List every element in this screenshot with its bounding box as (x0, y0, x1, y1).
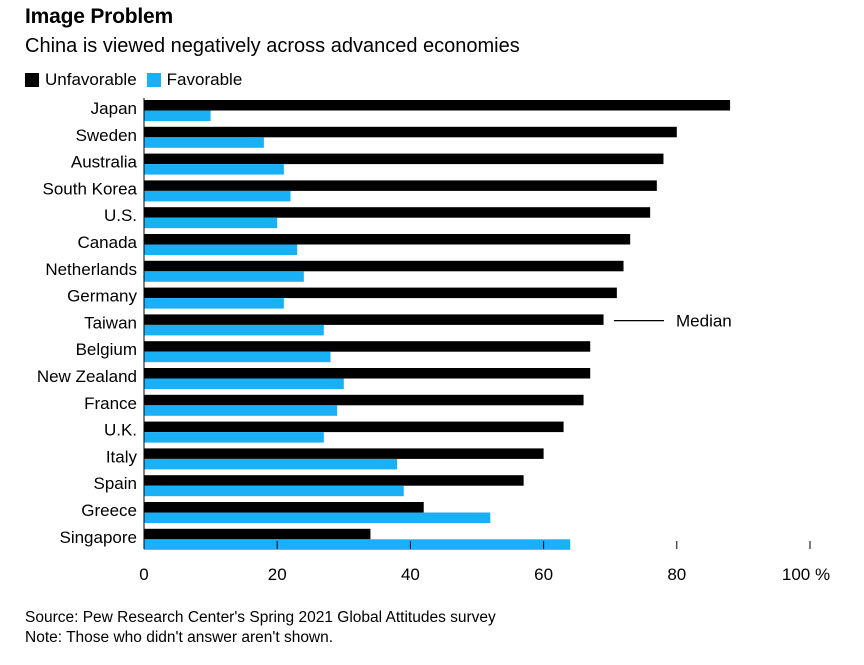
category-label: South Korea (42, 179, 137, 198)
x-tick-label: 80 (667, 565, 686, 584)
category-label: Italy (106, 447, 138, 466)
legend-label-favorable: Favorable (166, 70, 243, 89)
bar-unfavorable (144, 234, 631, 245)
category-label: France (84, 394, 137, 413)
bar-chart: Japan Sweden Australia South Korea U.S. Canad… (37, 98, 830, 584)
bar-favorable (144, 190, 291, 202)
bar-unfavorable (144, 260, 624, 272)
bar-unfavorable (144, 180, 657, 191)
category-label: Sweden (76, 126, 137, 145)
bar-favorable (144, 378, 344, 389)
category-label: Singapore (59, 528, 137, 547)
x-tick-label: 0 (139, 565, 148, 584)
category-label: Canada (77, 233, 137, 252)
bar-favorable (144, 432, 324, 443)
legend: Unfavorable Favorable (25, 70, 252, 90)
bar-favorable (144, 217, 278, 229)
category-label: Australia (71, 153, 138, 172)
bar-favorable (144, 298, 284, 309)
bar-unfavorable (144, 394, 584, 406)
bar-unfavorable (144, 207, 651, 218)
bar-unfavorable (144, 126, 677, 138)
bar-unfavorable (144, 314, 604, 325)
bar-unfavorable (144, 502, 424, 513)
bar-unfavorable (144, 448, 544, 459)
bar-favorable (144, 137, 264, 148)
bar-favorable (144, 512, 491, 523)
bar-favorable (144, 458, 398, 470)
legend-item-favorable: Favorable (146, 70, 243, 90)
x-tick-label: 40 (401, 565, 420, 584)
bar-unfavorable (144, 287, 617, 299)
bar-unfavorable (144, 341, 591, 352)
bar-favorable (144, 539, 571, 550)
category-label: Belgium (76, 340, 137, 359)
bar-favorable (144, 405, 338, 416)
source-note: Source: Pew Research Center's Spring 202… (25, 609, 496, 626)
bar-unfavorable (144, 153, 664, 165)
x-tick-label: 60 (534, 565, 553, 584)
category-label: Netherlands (45, 260, 137, 279)
category-label: Spain (94, 474, 137, 493)
bar-favorable (144, 110, 211, 121)
category-label: Germany (67, 287, 137, 306)
legend-label-unfavorable: Unfavorable (45, 70, 137, 89)
bar-unfavorable (144, 100, 731, 111)
bar-unfavorable (144, 421, 564, 433)
bar-unfavorable (144, 475, 524, 486)
chart-title: Image Problem (25, 5, 173, 28)
footnote: Note: Those who didn't answer aren't sho… (25, 629, 334, 646)
bar-favorable (144, 244, 298, 255)
bar-favorable (144, 485, 404, 497)
bar-unfavorable (144, 368, 591, 379)
legend-swatch-unfavorable (25, 73, 39, 87)
category-label: Greece (81, 501, 137, 520)
category-label: U.S. (104, 206, 137, 225)
legend-swatch-favorable (146, 73, 161, 87)
category-label: Japan (91, 99, 137, 118)
bar-favorable (144, 164, 284, 175)
legend-item-unfavorable: Unfavorable (25, 70, 137, 90)
category-label: U.K. (104, 421, 137, 440)
bar-unfavorable (144, 528, 371, 540)
bar-favorable (144, 351, 331, 363)
chart-subtitle: China is viewed negatively across advanc… (25, 35, 520, 57)
bar-favorable (144, 271, 304, 282)
category-label: Taiwan (84, 313, 137, 332)
x-tick-label: 20 (268, 565, 287, 584)
median-label: Median (676, 311, 732, 330)
category-label: New Zealand (37, 367, 137, 386)
bar-favorable (144, 324, 324, 336)
x-tick-label: 100 % (782, 565, 830, 584)
